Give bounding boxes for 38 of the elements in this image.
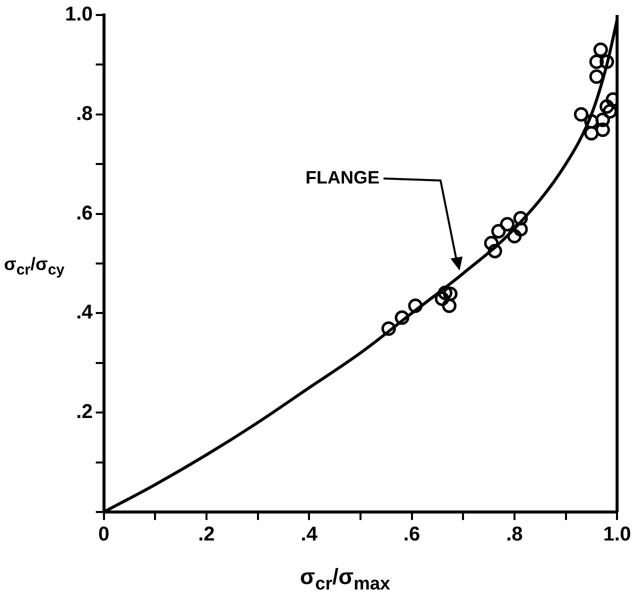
point [574, 107, 588, 122]
y-tick-label: 1.0 [64, 4, 93, 26]
point [589, 54, 604, 69]
point [443, 286, 458, 302]
point [438, 286, 452, 300]
point [394, 310, 410, 325]
y-tick-label: .4 [76, 302, 94, 324]
point [593, 42, 608, 58]
point [600, 99, 614, 114]
point [488, 244, 502, 258]
point [408, 298, 423, 313]
x-axis-title: σ$_{cr}$/σ$_{max}$ [300, 564, 390, 594]
x-tick-label: 1.0 [603, 524, 632, 546]
point [442, 298, 456, 313]
x-tick-label: .6 [403, 524, 420, 546]
point [602, 104, 618, 119]
point [381, 321, 396, 336]
x-tick-label: .4 [300, 524, 318, 546]
point [434, 292, 450, 306]
point [500, 216, 515, 232]
x-tick-label: 0 [98, 524, 110, 546]
y-axis-title: σ$_{cr}$/σ$_{cy}$ [4, 254, 65, 279]
y-tick-label: .8 [76, 102, 93, 125]
annotation: FLANGE [306, 167, 380, 188]
x-tick-label: .8 [506, 524, 523, 546]
point [507, 228, 522, 244]
point [491, 224, 506, 238]
point [584, 126, 599, 141]
point [513, 222, 528, 236]
x-tick-label: .2 [198, 524, 215, 546]
point [589, 69, 604, 84]
point [595, 112, 610, 128]
point [595, 122, 610, 138]
point [484, 236, 499, 250]
y-tick-label: .2 [76, 401, 93, 424]
y-tick-label: .6 [76, 202, 93, 224]
point [513, 211, 528, 226]
point [600, 54, 614, 69]
